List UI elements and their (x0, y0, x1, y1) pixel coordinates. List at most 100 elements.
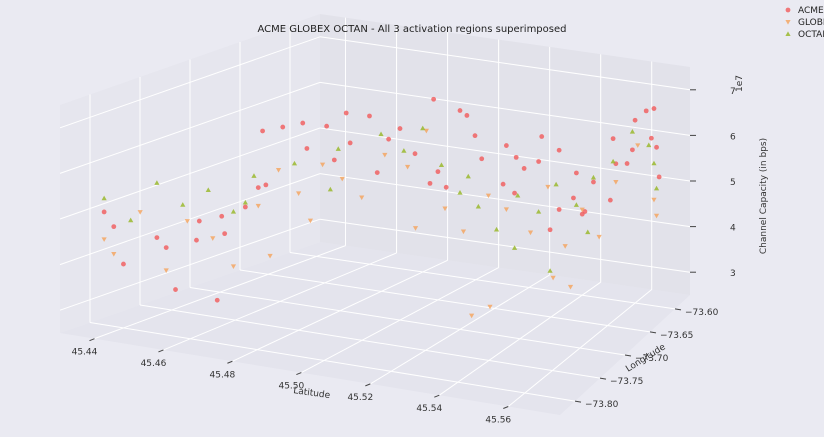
grid-lines (59, 17, 691, 407)
x-tick-label: 45.46 (141, 359, 167, 369)
axis-ticks: 45.44 45.46 45.48 45.50 45.52 45.54 45.56 −73.8… (72, 87, 736, 426)
acme-point (536, 159, 542, 164)
grid-line-y (139, 304, 601, 379)
acme-point (435, 169, 441, 175)
z-axis-scale: 1e7 (735, 75, 745, 92)
y-tick-label: −73.65 (660, 331, 693, 341)
acme-point (521, 166, 527, 171)
x-tick-mark (434, 394, 440, 398)
octan-point (251, 173, 257, 178)
acme-point (427, 180, 433, 186)
legend-label-globex: GLOBEX (798, 18, 824, 28)
acme-point (194, 237, 199, 243)
octan-point (101, 195, 107, 201)
x-tick-label: 45.54 (416, 404, 442, 414)
globex-point (111, 251, 117, 257)
grid-line-z (319, 36, 691, 91)
y-tick-label: −73.60 (685, 308, 719, 318)
x-tick-mark (503, 406, 509, 409)
acme-point (556, 147, 562, 153)
globex-point (296, 191, 302, 196)
x-tick-label: 45.56 (485, 416, 511, 426)
octan-point (457, 189, 463, 195)
legend-marker-globex (785, 20, 791, 25)
octan-point (401, 148, 407, 153)
acme-point (154, 235, 160, 240)
acme-point (556, 207, 562, 212)
octan-point (553, 181, 559, 187)
acme-point (304, 146, 310, 151)
acme-point (500, 181, 506, 187)
octan-point (629, 129, 636, 134)
y-tick-label: −73.80 (585, 400, 619, 410)
acme-point (431, 96, 437, 102)
octan-point (291, 160, 298, 166)
acme-point (457, 108, 463, 113)
acme-point (300, 120, 306, 126)
acme-point (173, 287, 178, 292)
x-tick-mark (296, 372, 302, 376)
legend: ACME GLOBEX OCTAN (785, 6, 824, 40)
z-axis-label: Channel Capacity (in bps) (759, 138, 769, 254)
acme-point (591, 179, 596, 185)
globex-point (469, 313, 475, 319)
globex-point (255, 203, 261, 209)
z-tick-label: 5 (730, 178, 736, 188)
globex-point (613, 179, 619, 185)
z-tick-label: 7 (730, 87, 736, 97)
grid-line-y (289, 252, 676, 310)
x-tick-label: 45.50 (278, 382, 304, 392)
globex-point (485, 193, 492, 199)
acme-point (260, 128, 265, 134)
grid-line-y (89, 322, 576, 402)
octan-point (646, 142, 652, 148)
x-tick-label: 45.52 (347, 393, 373, 403)
acme-point (643, 108, 649, 114)
acme-point (624, 161, 630, 166)
acme-point (479, 156, 485, 162)
legend-marker-octan (785, 31, 791, 36)
globex-point (339, 176, 345, 182)
grid-line-z (59, 218, 321, 311)
y-tick-mark (674, 308, 682, 311)
octan-point (653, 185, 660, 191)
globex-point (230, 264, 237, 269)
octan-point (128, 217, 134, 223)
globex-point (527, 230, 534, 236)
acme-point (163, 245, 169, 251)
globex-point (382, 152, 388, 158)
acme-point (263, 182, 269, 188)
axis-panes (60, 14, 690, 415)
acme-point (443, 184, 449, 190)
grid-line-z (59, 36, 321, 129)
acme-point (255, 185, 261, 191)
x-tick-mark (227, 360, 233, 364)
x-tick-mark (89, 338, 95, 342)
x-tick-mark (158, 349, 164, 353)
globex-point (404, 164, 411, 170)
octan-point (573, 202, 579, 207)
z-tick-label: 4 (730, 224, 736, 234)
acme-point (101, 209, 107, 215)
y-tick-mark (599, 377, 607, 380)
octan-point (493, 226, 500, 232)
acme-point (111, 224, 117, 230)
acme-point (324, 123, 330, 129)
globex-point (460, 229, 467, 235)
octan-point (242, 199, 248, 205)
acme-point (196, 218, 202, 224)
globex-point (319, 162, 326, 168)
grid-line-z (319, 127, 691, 182)
globex-point (307, 218, 314, 224)
acme-point (280, 124, 286, 130)
acme-point (472, 133, 478, 139)
octan-point (180, 202, 186, 207)
octan-point (610, 158, 616, 164)
grid-line-z (59, 127, 321, 220)
acme-point (654, 144, 659, 150)
x-tick-label: 45.44 (72, 348, 98, 358)
acme-point (503, 143, 509, 148)
y-tick-label: −73.70 (635, 354, 669, 364)
globex-point (651, 197, 657, 203)
